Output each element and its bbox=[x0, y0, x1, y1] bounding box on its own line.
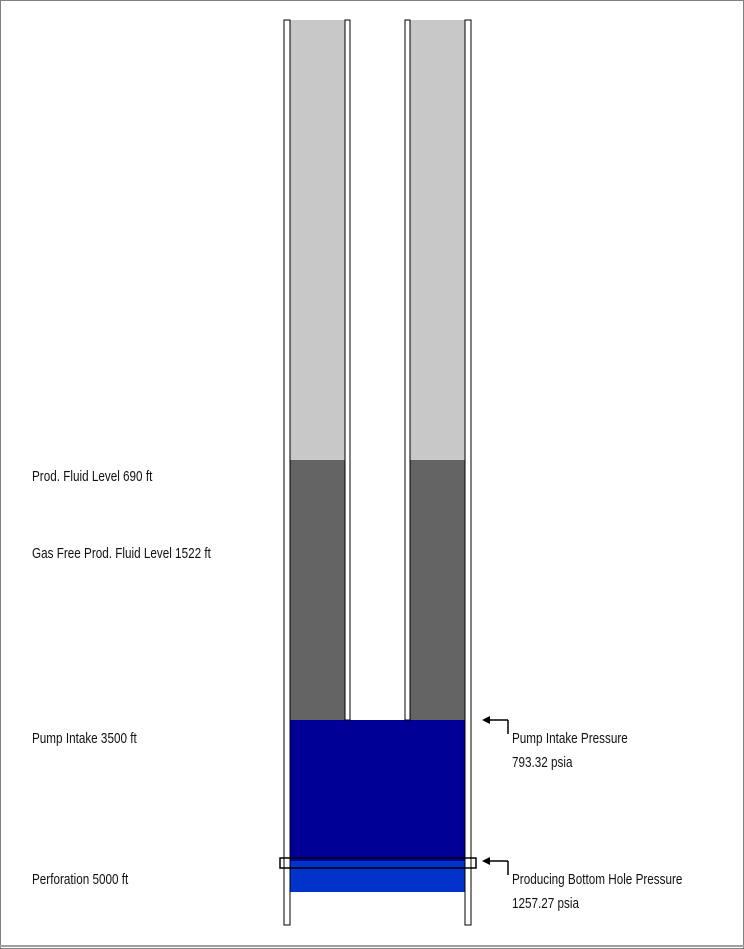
prod-fluid-level-label: Prod. Fluid Level 690 ft bbox=[32, 468, 153, 485]
pump-intake-pressure-value: 793.32 psia bbox=[512, 754, 573, 771]
casing-wall-left bbox=[283, 19, 291, 926]
perforation-depth-label: Perforation 5000 ft bbox=[32, 871, 129, 888]
tubing-wall-left bbox=[344, 19, 351, 721]
annulus-gas-right bbox=[410, 20, 465, 460]
bottom-hole-pressure-title: Producing Bottom Hole Pressure bbox=[512, 871, 683, 888]
pump-intake-pressure-arrow bbox=[482, 716, 509, 734]
pump-intake-pressure-title: Pump Intake Pressure bbox=[512, 730, 628, 747]
liquid-column bbox=[290, 720, 465, 861]
perforation-zone bbox=[290, 861, 465, 892]
perforation-marker bbox=[279, 857, 477, 869]
bottom-hole-pressure-value: 1257.27 psia bbox=[512, 895, 580, 912]
annulus-fluid-right bbox=[410, 460, 465, 720]
bottom-hole-pressure-arrow bbox=[482, 857, 509, 875]
casing-wall-right bbox=[464, 19, 472, 926]
pump-intake-depth-label: Pump Intake 3500 ft bbox=[32, 730, 137, 747]
annulus-gas-left bbox=[290, 20, 345, 460]
annulus-fluid-left bbox=[290, 460, 345, 720]
tubing-wall-right bbox=[404, 19, 411, 721]
gas-free-fluid-level-label: Gas Free Prod. Fluid Level 1522 ft bbox=[32, 545, 211, 562]
